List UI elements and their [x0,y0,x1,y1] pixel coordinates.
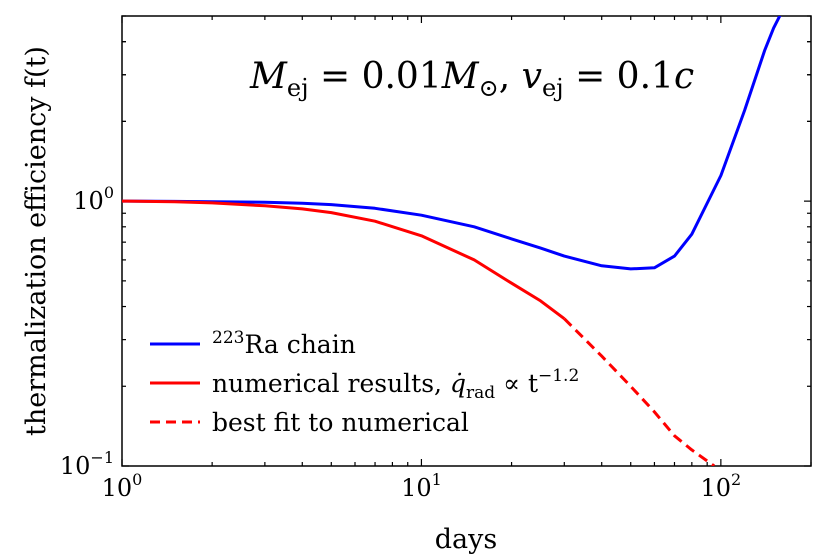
x-tick-label: 102 [700,470,741,502]
legend-item-ra-chain[interactable]: 223Ra chain [150,328,356,359]
y-axis-label: thermalization efficiency f(t) [21,46,52,436]
legend-label-numerical: numerical results, q̇rad ∝ t−1.2 [212,366,579,403]
series-group [122,16,782,466]
series-numerical-line [122,199,566,320]
legend-label-ra-chain: 223Ra chain [212,328,356,359]
y-tick-label: 100 [73,183,114,215]
y-tick-label: 10−1 [60,448,114,480]
x-tick-label: 100 [102,470,143,502]
series-ra-chain-line [122,16,782,271]
plot-frame [121,15,812,467]
x-axis-label: days [435,524,498,555]
x-tick-label: 101 [401,470,442,502]
series-best-fit-line [563,317,716,466]
legend-label-best-fit: best fit to numerical [212,408,469,437]
legend-item-best-fit[interactable]: best fit to numerical [150,408,469,437]
chart-annotation: Mej = 0.01M⊙, vej = 0.1c [249,56,694,102]
legend-item-numerical[interactable]: numerical results, q̇rad ∝ t−1.2 [150,366,579,403]
legend: 223Ra chain numerical results, q̇rad ∝ t… [150,328,579,437]
